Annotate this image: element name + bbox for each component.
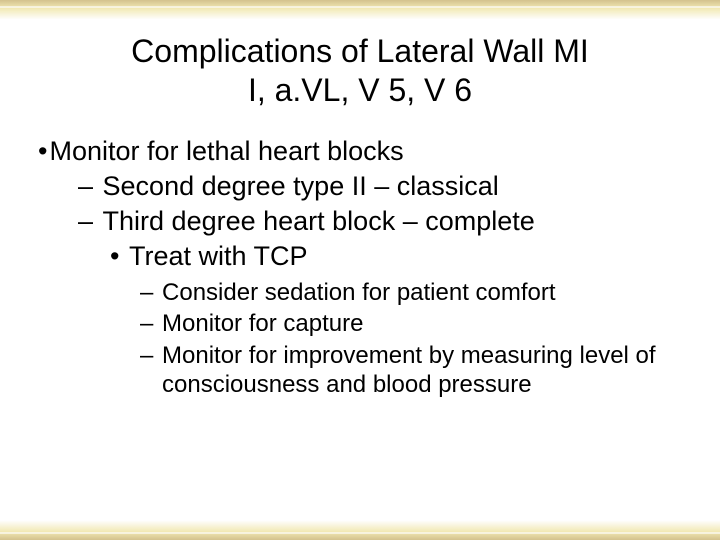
bullet-level-2: – Second degree type II – classical bbox=[78, 171, 690, 202]
bullet-level-4: – Monitor for capture bbox=[140, 309, 690, 338]
bullet-level-2: – Third degree heart block – complete bbox=[78, 206, 690, 237]
slide-content: • Monitor for lethal heart blocks – Seco… bbox=[30, 136, 690, 399]
bullet-text: Monitor for capture bbox=[162, 309, 690, 338]
bullet-text: Second degree type II – classical bbox=[103, 171, 690, 202]
bullet-level-3: • Treat with TCP bbox=[110, 241, 690, 272]
bullet-text: Monitor for improvement by measuring lev… bbox=[162, 341, 690, 400]
bullet-dot-icon: • bbox=[38, 136, 49, 167]
bullet-dash-icon: – bbox=[78, 206, 103, 237]
bullet-dash-icon: – bbox=[140, 341, 162, 400]
bullet-level-4: – Monitor for improvement by measuring l… bbox=[140, 341, 690, 400]
slide-body: Complications of Lateral Wall MI I, a.VL… bbox=[0, 0, 720, 540]
slide-title: Complications of Lateral Wall MI I, a.VL… bbox=[30, 32, 690, 110]
bullet-text: Consider sedation for patient comfort bbox=[162, 278, 690, 307]
bullet-dash-icon: – bbox=[140, 278, 162, 307]
bullet-text: Treat with TCP bbox=[129, 241, 690, 272]
title-line-1: Complications of Lateral Wall MI bbox=[131, 33, 589, 69]
bullet-dot-icon: • bbox=[110, 241, 129, 272]
bullet-level-4: – Consider sedation for patient comfort bbox=[140, 278, 690, 307]
bullet-dash-icon: – bbox=[78, 171, 103, 202]
bullet-text: Monitor for lethal heart blocks bbox=[49, 136, 690, 167]
bullet-dash-icon: – bbox=[140, 309, 162, 338]
bullet-level-1: • Monitor for lethal heart blocks bbox=[38, 136, 690, 167]
title-line-2: I, a.VL, V 5, V 6 bbox=[248, 72, 472, 108]
bullet-text: Third degree heart block – complete bbox=[103, 206, 690, 237]
